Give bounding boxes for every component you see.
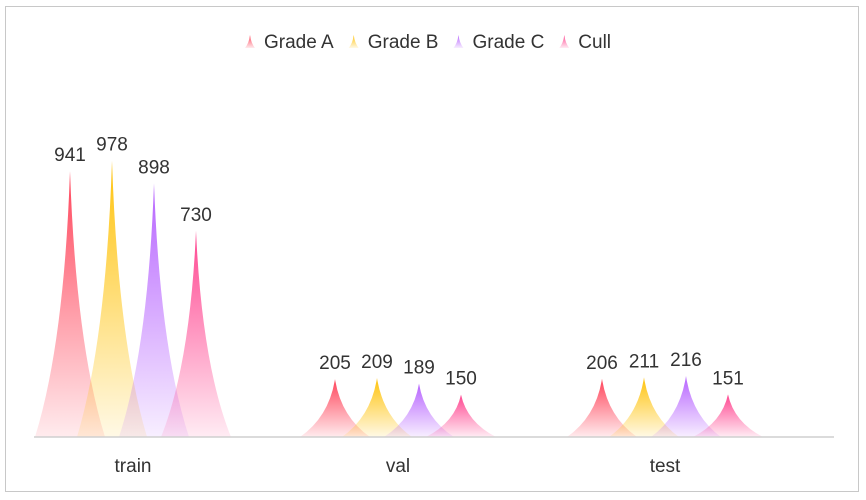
- legend-label: Grade C: [472, 32, 544, 53]
- spike-train-grade-b: [77, 160, 147, 437]
- data-label: 209: [361, 352, 393, 373]
- data-label: 730: [180, 205, 212, 226]
- data-label: 216: [670, 350, 702, 371]
- legend-item[interactable]: Grade A: [245, 32, 334, 53]
- data-label: 941: [54, 145, 86, 166]
- spike-train-cull: [161, 230, 231, 437]
- data-label: 898: [138, 157, 170, 178]
- legend-label: Grade B: [368, 32, 439, 53]
- x-tick-label: train: [115, 456, 152, 477]
- plot-area: 941 978 898 730 205 209 189 150 206 211 216 151: [35, 135, 763, 438]
- data-label: 189: [403, 358, 435, 379]
- chart-canvas: Grade A Grade B Grade C Cull 941 978 898 730 20…: [34, 32, 834, 477]
- data-label: 206: [586, 353, 618, 374]
- spike-test-grade-a: [567, 378, 637, 437]
- spike-val-grade-b: [342, 377, 412, 437]
- legend-item[interactable]: Grade C: [453, 32, 544, 53]
- data-label: 978: [96, 135, 128, 156]
- spike-test-grade-c: [651, 375, 721, 437]
- legend-item[interactable]: Grade B: [348, 32, 439, 53]
- legend-swatch: [559, 35, 570, 48]
- legend-label: Cull: [578, 32, 611, 53]
- spike-val-grade-c: [384, 383, 454, 437]
- legend: Grade A Grade B Grade C Cull: [245, 32, 611, 53]
- legend-swatch: [348, 35, 359, 48]
- legend-label: Grade A: [264, 32, 334, 53]
- legend-swatch: [245, 35, 255, 48]
- spike-val-grade-a: [300, 379, 370, 437]
- chart-frame: Grade A Grade B Grade C Cull 941 978 898 730 20…: [5, 6, 859, 492]
- data-label: 205: [319, 353, 351, 374]
- spike-val-cull: [426, 394, 496, 437]
- x-tick-label: val: [386, 456, 410, 477]
- legend-item[interactable]: Cull: [559, 32, 611, 53]
- spike-test-grade-b: [609, 377, 679, 437]
- x-axis-labels: train val test: [115, 456, 682, 477]
- spike-train-grade-a: [35, 171, 105, 438]
- x-tick-label: test: [650, 456, 681, 477]
- spike-test-cull: [693, 394, 763, 437]
- data-label: 151: [712, 368, 744, 389]
- spike-train-grade-c: [119, 183, 189, 437]
- legend-swatch: [453, 35, 464, 48]
- data-label: 211: [629, 351, 659, 372]
- data-label: 150: [445, 369, 477, 390]
